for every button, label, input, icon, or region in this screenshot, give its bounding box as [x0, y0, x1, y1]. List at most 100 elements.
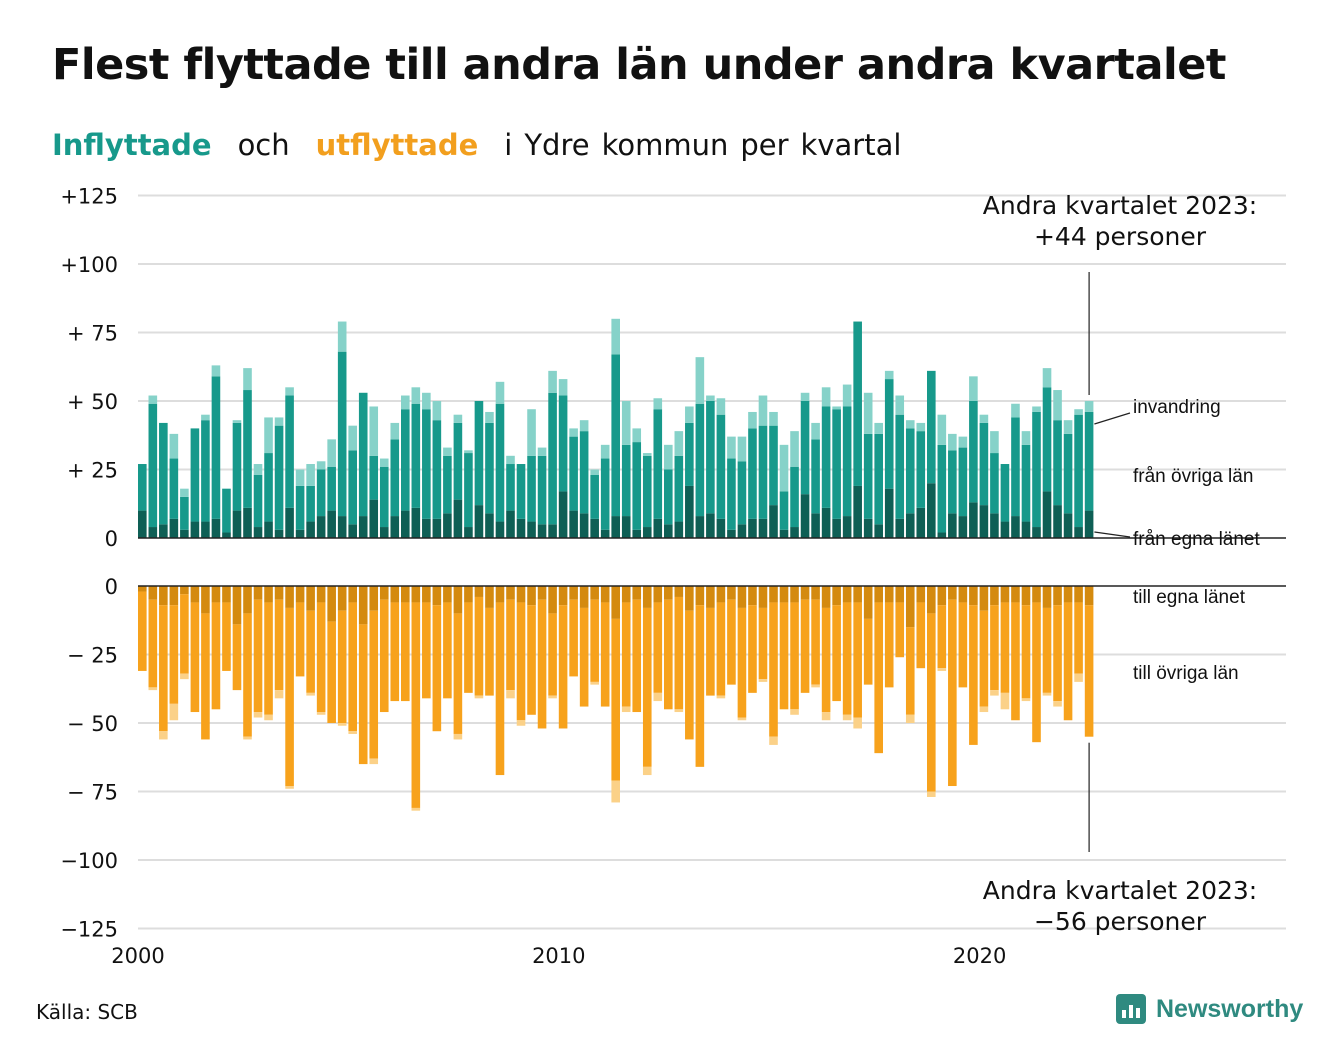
subtitle-word: kommun [601, 128, 729, 162]
bar-in [327, 510, 336, 538]
bar-in [327, 466, 336, 511]
bar-in [821, 387, 831, 407]
bar-out [327, 621, 336, 723]
bar-in [1084, 401, 1094, 412]
bar-out [253, 599, 263, 713]
bar-out [790, 709, 799, 715]
bar-out [748, 605, 757, 693]
bar-in [769, 425, 778, 506]
bar-out [358, 586, 368, 625]
bar-in [558, 379, 568, 396]
bar-in [800, 392, 810, 401]
bar-out [748, 586, 757, 606]
bar-in [348, 425, 357, 451]
bar-in [201, 414, 210, 421]
bar-in [316, 469, 326, 517]
bar-out [948, 586, 957, 600]
bar-out [590, 586, 599, 600]
x-tick-label: 2010 [532, 944, 585, 968]
newsworthy-logo: Newsworthy [1116, 994, 1303, 1024]
bar-out [590, 599, 599, 682]
bar-in [769, 505, 778, 538]
bar-out [937, 605, 947, 669]
bar-in [180, 496, 189, 530]
bar-out [548, 695, 557, 699]
source-note: Källa: SCB [36, 1000, 138, 1024]
bar-out [243, 613, 252, 737]
bar-out [285, 607, 294, 787]
bar-in [316, 461, 326, 470]
y-tick-label: 0 [105, 527, 118, 551]
bar-out [306, 586, 315, 611]
y-tick-label: +100 [60, 253, 118, 277]
bar-in [295, 469, 305, 486]
bar-out [411, 586, 421, 603]
bar-in [453, 499, 463, 538]
bar-out [1063, 602, 1073, 721]
bar-out [664, 599, 673, 710]
bar-in [379, 458, 389, 467]
bar-out [316, 602, 326, 713]
bar-out [274, 599, 284, 691]
bar-out [727, 599, 736, 685]
bar-out [632, 599, 642, 713]
y-tick-label: −100 [60, 849, 118, 873]
bar-out [506, 599, 515, 691]
bar-out [863, 618, 873, 685]
bar-in [1053, 390, 1062, 421]
bar-out [1084, 605, 1094, 737]
bar-out [853, 602, 862, 718]
bar-in [327, 439, 336, 467]
bar-in [800, 494, 810, 538]
bar-out [148, 687, 158, 691]
bar-out [1053, 701, 1062, 707]
bar-in [527, 409, 536, 456]
bar-out [874, 586, 883, 603]
bar-in [600, 529, 610, 538]
bar-in [695, 516, 705, 538]
bar-in [464, 450, 473, 454]
bar-out [190, 602, 200, 713]
bar-in [895, 414, 905, 519]
bar-out [737, 607, 747, 718]
bar-in [653, 398, 663, 410]
bar-in [716, 518, 726, 538]
bar-out [905, 714, 915, 723]
bar-in [905, 428, 915, 514]
bar-in [958, 516, 968, 538]
bar-in [190, 521, 200, 538]
bar-in [969, 376, 978, 401]
bar-in [769, 411, 778, 426]
bar-in [285, 507, 294, 538]
bar-in [832, 406, 841, 410]
bar-out [600, 602, 610, 707]
bar-out [443, 586, 452, 603]
y-tick-label: + 50 [67, 390, 118, 414]
bar-out [948, 599, 957, 787]
bar-out [432, 605, 442, 732]
bar-in [948, 450, 957, 514]
bar-out [274, 586, 284, 600]
bar-out [716, 695, 726, 699]
bar-out [737, 717, 747, 721]
bar-in [379, 527, 389, 538]
label-leader [1094, 531, 1131, 538]
bar-out [790, 586, 799, 603]
bar-out [979, 706, 989, 713]
bar-out [201, 586, 210, 614]
bar-in [232, 510, 242, 538]
bar-in [727, 529, 736, 538]
bar-out [285, 586, 294, 608]
bar-in [1021, 444, 1031, 522]
bar-in [905, 513, 915, 538]
bar-out [180, 673, 189, 680]
bar-in [369, 455, 379, 500]
chart-subtitle: Inflyttade och utflyttade i Ydre kommun per kva… [52, 128, 901, 162]
bar-in [790, 466, 799, 528]
bar-in [464, 453, 473, 528]
bar-out [653, 602, 663, 693]
bar-in [348, 450, 357, 525]
bar-in [632, 428, 642, 443]
bar-in [516, 518, 526, 538]
